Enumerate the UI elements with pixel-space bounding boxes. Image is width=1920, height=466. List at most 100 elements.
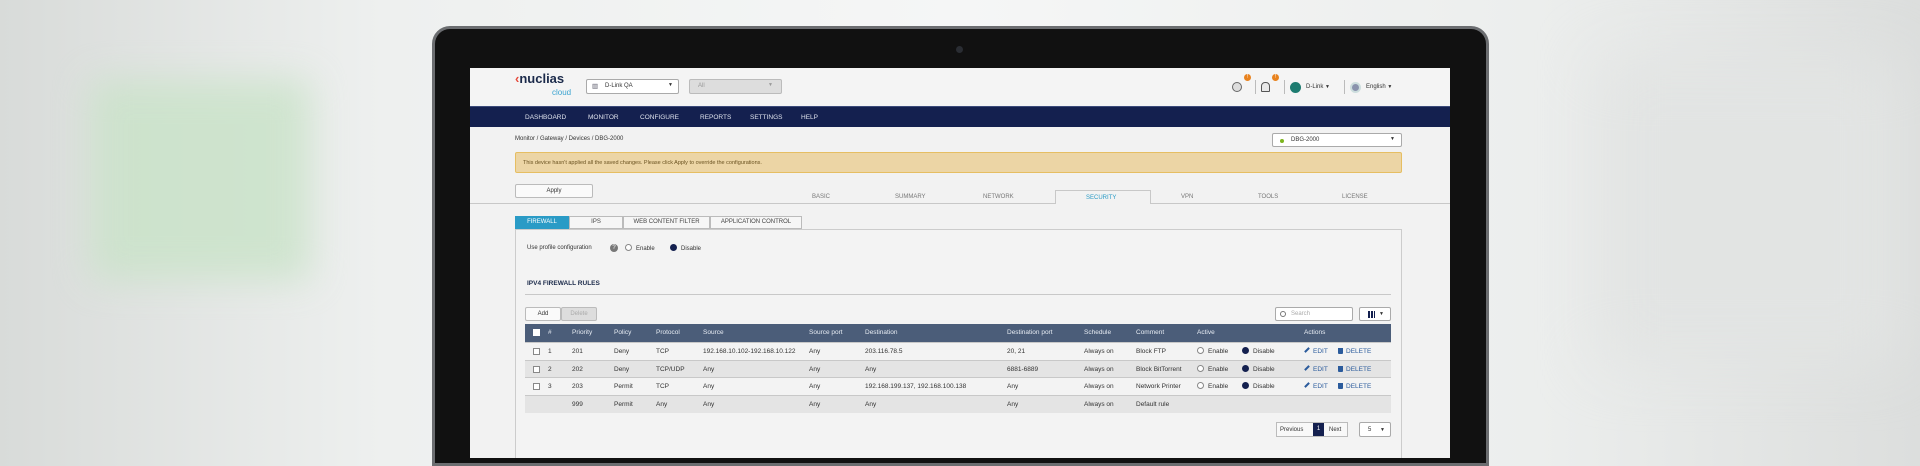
- user-menu[interactable]: D-Link ▼: [1306, 84, 1330, 90]
- globe-icon: [1350, 82, 1361, 93]
- active-disable-radio[interactable]: Disable: [1242, 364, 1275, 374]
- background-blur: [90, 80, 310, 280]
- trash-icon: [1338, 365, 1343, 372]
- cell-dest: Any: [865, 365, 877, 373]
- app-screen: ‹nuclias cloud ▥ D-Link QA ▼ All ▼ ! ! D-Li…: [470, 68, 1450, 458]
- section-title: IPV4 FIREWALL RULES: [527, 280, 600, 287]
- subtab-ips[interactable]: IPS: [569, 216, 623, 229]
- cell-dport: Any: [1007, 400, 1019, 408]
- cell-source: Any: [703, 400, 715, 408]
- nav-settings[interactable]: SETTINGS: [750, 114, 783, 121]
- alerts-icon[interactable]: [1232, 82, 1242, 92]
- row-checkbox[interactable]: [533, 383, 540, 390]
- cell-policy: Permit: [614, 383, 633, 390]
- logo[interactable]: ‹nuclias: [515, 71, 565, 86]
- tab-basic[interactable]: BASIC: [812, 194, 831, 200]
- nav-configure[interactable]: CONFIGURE: [640, 114, 679, 121]
- active-enable-radio[interactable]: Enable: [1197, 364, 1228, 374]
- nav-help[interactable]: HELP: [801, 114, 818, 121]
- column-toggle-button[interactable]: ▼: [1359, 307, 1391, 321]
- radio-icon: [1242, 364, 1249, 372]
- delete-row-button[interactable]: DELETE: [1338, 348, 1371, 356]
- cell-dest: 203.116.78.5: [865, 348, 903, 355]
- org-select[interactable]: ▥ D-Link QA ▼: [586, 79, 679, 94]
- edit-button[interactable]: EDIT: [1304, 364, 1328, 374]
- nav-reports[interactable]: REPORTS: [700, 114, 732, 121]
- divider: [1284, 80, 1285, 94]
- section-divider: [525, 294, 1391, 295]
- page-size-select[interactable]: 5 ▼: [1359, 422, 1391, 437]
- cell-schedule: Always on: [1084, 383, 1114, 390]
- cell-priority: 201: [572, 348, 583, 355]
- tab-network[interactable]: NETWORK: [983, 194, 1014, 200]
- delete-row-button[interactable]: DELETE: [1338, 383, 1371, 391]
- edit-button[interactable]: EDIT: [1304, 347, 1328, 356]
- pencil-icon: [1304, 347, 1310, 353]
- table-row: 3 203 Permit TCP Any Any 192.168.199.137, 192.…: [525, 377, 1391, 395]
- breadcrumb[interactable]: Monitor / Gateway / Devices / DBG-2000: [515, 136, 624, 142]
- language-menu[interactable]: English ▼: [1366, 84, 1393, 90]
- subtab-firewall[interactable]: FIREWALL: [515, 216, 569, 229]
- radio-icon: [1242, 347, 1249, 354]
- tabs-divider: [470, 203, 1450, 204]
- table-header: # Priority Policy Protocol Source Source…: [525, 324, 1391, 342]
- tab-summary[interactable]: SUMMARY: [895, 194, 926, 200]
- cell-dport: 6881-6889: [1007, 365, 1039, 373]
- row-checkbox[interactable]: [533, 348, 540, 355]
- cell-num: 2: [548, 365, 552, 373]
- row-checkbox[interactable]: [533, 365, 540, 373]
- radio-icon: [670, 244, 677, 251]
- subtab-web-content-filter[interactable]: WEB CONTENT FILTER: [623, 216, 710, 229]
- cell-sport: Any: [809, 365, 821, 373]
- nav-dashboard[interactable]: DASHBOARD: [525, 114, 567, 121]
- avatar[interactable]: [1290, 82, 1301, 93]
- help-icon[interactable]: ?: [610, 244, 618, 252]
- select-all-checkbox[interactable]: [533, 329, 540, 336]
- cell-comment: Block BitTorrent: [1136, 365, 1182, 373]
- active-disable-radio[interactable]: Disable: [1242, 347, 1275, 356]
- background-blur: [1600, 60, 1900, 360]
- delete-button[interactable]: Delete: [561, 307, 597, 321]
- profile-enable-radio[interactable]: Enable: [625, 244, 655, 253]
- cell-source: Any: [703, 365, 715, 373]
- cell-policy: Deny: [614, 365, 630, 373]
- profile-disable-radio[interactable]: Disable: [670, 244, 701, 253]
- cell-schedule: Always on: [1084, 365, 1114, 373]
- active-disable-radio[interactable]: Disable: [1242, 382, 1275, 391]
- chevron-down-icon: ▼: [1379, 311, 1384, 317]
- nav-monitor[interactable]: MONITOR: [588, 114, 619, 121]
- pencil-icon: [1304, 382, 1310, 388]
- cell-protocol: TCP: [656, 348, 669, 355]
- cell-dport: 20, 21: [1007, 348, 1026, 355]
- tab-security[interactable]: SECURITY: [1055, 190, 1151, 204]
- search-input[interactable]: Search: [1275, 307, 1353, 321]
- cell-sport: Any: [809, 348, 821, 355]
- subtab-application-control[interactable]: APPLICATION CONTROL: [710, 216, 802, 229]
- device-select[interactable]: DBG-2000 ▼: [1272, 133, 1402, 147]
- tab-vpn[interactable]: VPN: [1181, 194, 1194, 200]
- edit-button[interactable]: EDIT: [1304, 382, 1328, 391]
- site-select[interactable]: All ▼: [689, 79, 782, 94]
- active-enable-radio[interactable]: Enable: [1197, 382, 1228, 391]
- building-icon: ▥: [592, 83, 599, 90]
- delete-row-button[interactable]: DELETE: [1338, 365, 1371, 374]
- next-button[interactable]: Next: [1329, 427, 1342, 433]
- notifications-badge: !: [1272, 74, 1279, 81]
- cell-priority: 203: [572, 383, 583, 390]
- trash-icon: [1338, 383, 1343, 389]
- cell-priority: 202: [572, 365, 583, 373]
- tab-tools[interactable]: TOOLS: [1258, 194, 1279, 200]
- previous-button[interactable]: Previous: [1280, 427, 1304, 433]
- bell-icon[interactable]: [1261, 82, 1270, 92]
- logo-sub: cloud: [552, 88, 572, 97]
- tab-license[interactable]: LICENSE: [1342, 194, 1368, 200]
- page-1-button[interactable]: 1: [1313, 423, 1324, 436]
- apply-button[interactable]: Apply: [515, 184, 593, 198]
- cell-policy: Deny: [614, 348, 630, 355]
- add-button[interactable]: Add: [525, 307, 561, 321]
- active-enable-radio[interactable]: Enable: [1197, 347, 1228, 356]
- cell-source: Any: [703, 383, 715, 390]
- chevron-down-icon: ▼: [768, 82, 773, 88]
- cell-source: 192.168.10.102-192.168.10.122: [703, 348, 796, 355]
- logo-chevron-icon: ‹: [515, 71, 520, 86]
